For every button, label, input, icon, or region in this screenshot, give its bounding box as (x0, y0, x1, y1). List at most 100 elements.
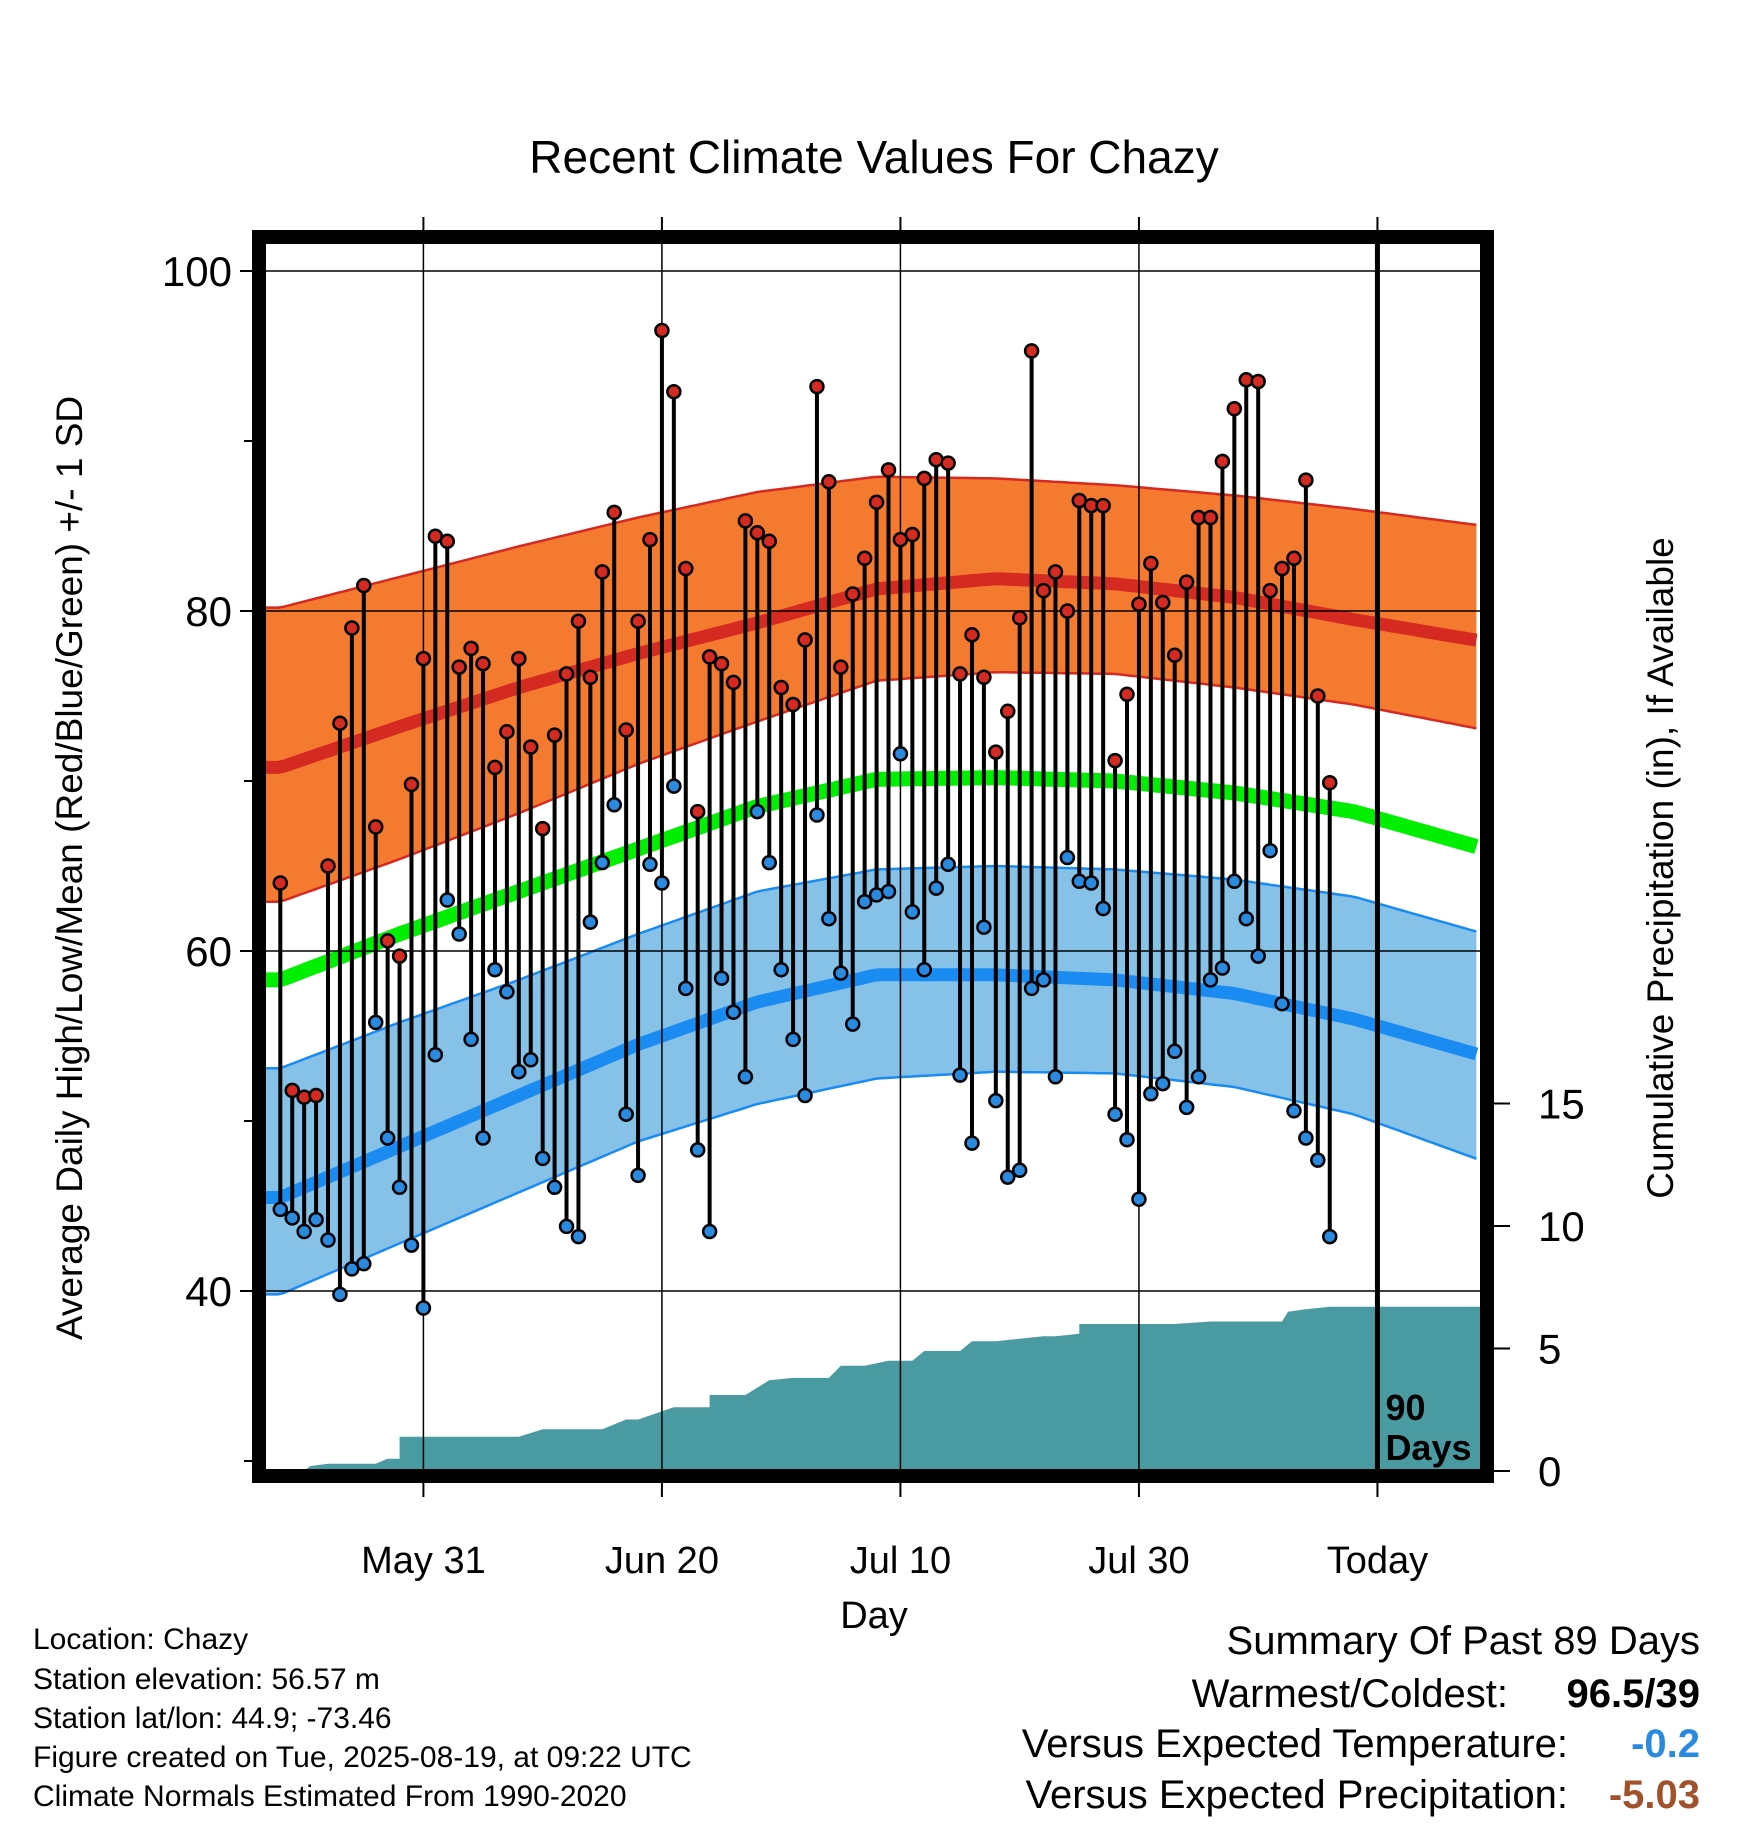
summary-warm-cold-label: Warmest/Coldest: (1191, 1672, 1508, 1716)
daily-high-point (642, 531, 658, 548)
daily-high-point (475, 655, 491, 672)
daily-low-point (439, 892, 456, 908)
summary-heading: Summary Of Past 89 Days (1226, 1619, 1700, 1663)
daily-low-point (558, 1218, 575, 1235)
daily-high-point (880, 462, 897, 478)
daily-high-point (284, 1082, 300, 1099)
summary-precip-value: -5.03 (1608, 1773, 1700, 1817)
daily-low-point (427, 1046, 444, 1063)
daily-high-point (773, 679, 789, 696)
daily-low-point (570, 1228, 587, 1245)
daily-low-point (1035, 972, 1052, 988)
daily-low-point (1000, 1169, 1016, 1185)
daily-high-point (666, 383, 682, 400)
x-tick-label: Today (1327, 1540, 1428, 1582)
daily-low-point (976, 919, 992, 935)
daily-low-point (1202, 972, 1219, 988)
daily-high-point (868, 494, 885, 510)
daily-high-point (713, 655, 730, 672)
daily-low-point (964, 1135, 980, 1151)
daily-low-point (499, 984, 515, 1000)
daily-high-point (594, 564, 611, 580)
daily-high-point (1166, 647, 1183, 663)
daily-low-point (403, 1237, 420, 1253)
daily-high-point (1262, 582, 1278, 599)
daily-high-point (1107, 752, 1123, 769)
daily-high-point (785, 696, 801, 713)
summary-warmest: 96.5 (1566, 1672, 1645, 1716)
daily-low-point (1238, 910, 1255, 927)
daily-high-point (844, 586, 861, 602)
daily-low-point (1083, 875, 1099, 891)
daily-low-point (1274, 995, 1290, 1012)
daily-high-point (379, 933, 396, 949)
daily-low-point (391, 1179, 408, 1196)
normal-high-line (266, 572, 1478, 774)
daily-high-point (367, 819, 384, 835)
daily-low-point (892, 746, 909, 762)
daily-low-point (296, 1223, 312, 1240)
chart-title: Recent Climate Values For Chazy (529, 131, 1218, 183)
high-lower-edge (266, 671, 1477, 903)
daily-low-point (856, 893, 873, 910)
daily-high-point (272, 875, 289, 891)
daily-high-point (308, 1087, 324, 1104)
daily-low-point (689, 1142, 706, 1158)
summary-coldest: /39 (1644, 1672, 1700, 1716)
daily-high-point (606, 504, 622, 521)
daily-low-point (1250, 948, 1266, 964)
daily-high-point (403, 776, 420, 793)
daily-low-point (785, 1031, 801, 1048)
daily-high-point (1178, 574, 1195, 590)
daily-low-point (1190, 1069, 1207, 1085)
y-axis-label: Average Daily High/Low/Mean (Red/Blue/Gr… (49, 396, 90, 1340)
daily-high-point (1011, 610, 1028, 626)
daily-low-point (904, 904, 921, 920)
daily-high-point (976, 669, 992, 686)
summary-precip-label: Versus Expected Precipitation: (1025, 1773, 1568, 1817)
daily-high-point (356, 577, 372, 594)
daily-high-point (546, 727, 563, 743)
daily-low-point (1023, 980, 1040, 997)
high-sd-band (266, 476, 1477, 902)
daily-high-point (511, 650, 527, 667)
daily-low-point (511, 1063, 527, 1080)
summary-temp-label: Versus Expected Temperature: (1021, 1722, 1568, 1766)
daily-low-point (618, 1106, 634, 1122)
daily-high-point (1047, 564, 1064, 580)
daily-low-point (761, 854, 777, 871)
daily-low-point (1155, 1075, 1171, 1092)
daily-low-point (1107, 1106, 1123, 1122)
daily-high-point (988, 744, 1004, 760)
daily-high-point (689, 803, 706, 820)
daily-high-point (451, 659, 467, 675)
daily-high-point (952, 666, 968, 682)
daily-high-point (1143, 555, 1159, 572)
daily-high-point (1274, 560, 1290, 577)
cumulative-precipitation-area (306, 1306, 1480, 1469)
daily-low-point (737, 1069, 754, 1085)
daily-high-point (1226, 400, 1243, 417)
x-tick-label: Jul 10 (850, 1540, 951, 1582)
x-axis-label: Day (840, 1595, 908, 1637)
daily-high-point (809, 378, 825, 395)
daily-low-point (928, 880, 944, 896)
daily-low-point (749, 803, 766, 820)
info-elevation: Station elevation: 56.57 m (33, 1663, 380, 1696)
daily-high-point (916, 470, 933, 487)
daily-high-point (654, 322, 670, 339)
daily-high-point (1321, 774, 1338, 791)
daily-low-point (367, 1014, 384, 1031)
daily-low-point (1131, 1191, 1147, 1207)
y-tick-label: 40 (185, 1268, 232, 1315)
daily-high-point (415, 650, 432, 667)
daily-low-point (821, 910, 837, 927)
daily-high-point (1250, 373, 1266, 390)
daily-low-point (1095, 900, 1111, 917)
daily-low-point (546, 1179, 563, 1196)
daily-high-point (1214, 453, 1231, 470)
daily-low-point (988, 1092, 1004, 1109)
y2-tick-label: 10 (1538, 1203, 1585, 1250)
daily-high-point (1119, 686, 1135, 703)
